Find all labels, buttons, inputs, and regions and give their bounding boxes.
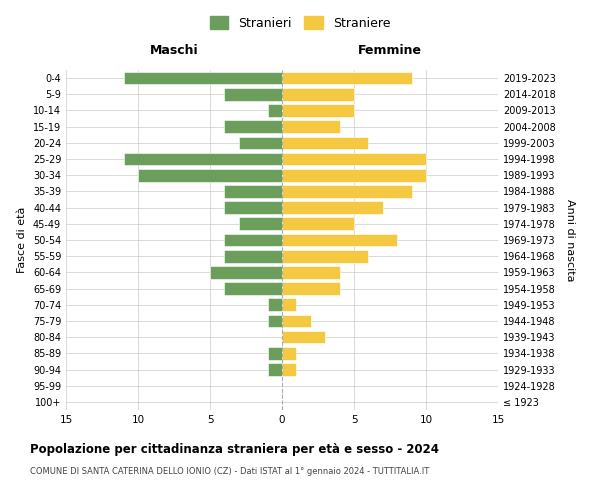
Bar: [282, 88, 354, 101]
Bar: [282, 282, 340, 295]
Bar: [138, 169, 282, 181]
Bar: [268, 104, 282, 117]
Bar: [124, 72, 282, 85]
Bar: [282, 347, 296, 360]
Bar: [224, 234, 282, 246]
Text: Popolazione per cittadinanza straniera per età e sesso - 2024: Popolazione per cittadinanza straniera p…: [30, 442, 439, 456]
Text: Maschi: Maschi: [149, 44, 199, 58]
Bar: [282, 266, 340, 278]
Bar: [224, 120, 282, 133]
Bar: [224, 282, 282, 295]
Bar: [210, 266, 282, 278]
Bar: [268, 363, 282, 376]
Bar: [282, 104, 354, 117]
Bar: [282, 72, 412, 85]
Y-axis label: Anni di nascita: Anni di nascita: [565, 198, 575, 281]
Bar: [282, 120, 340, 133]
Text: Femmine: Femmine: [358, 44, 422, 58]
Bar: [224, 185, 282, 198]
Bar: [282, 250, 368, 262]
Bar: [282, 363, 296, 376]
Bar: [224, 88, 282, 101]
Bar: [124, 152, 282, 166]
Text: COMUNE DI SANTA CATERINA DELLO IONIO (CZ) - Dati ISTAT al 1° gennaio 2024 - TUTT: COMUNE DI SANTA CATERINA DELLO IONIO (CZ…: [30, 468, 429, 476]
Bar: [268, 298, 282, 311]
Legend: Stranieri, Straniere: Stranieri, Straniere: [205, 11, 395, 35]
Bar: [282, 202, 383, 214]
Bar: [282, 298, 296, 311]
Bar: [239, 218, 282, 230]
Bar: [268, 347, 282, 360]
Bar: [239, 136, 282, 149]
Bar: [282, 218, 354, 230]
Bar: [268, 314, 282, 328]
Bar: [224, 202, 282, 214]
Bar: [282, 331, 325, 344]
Bar: [282, 185, 412, 198]
Bar: [224, 250, 282, 262]
Bar: [282, 169, 426, 181]
Bar: [282, 314, 311, 328]
Bar: [282, 136, 368, 149]
Bar: [282, 234, 397, 246]
Bar: [282, 152, 426, 166]
Y-axis label: Fasce di età: Fasce di età: [17, 207, 27, 273]
